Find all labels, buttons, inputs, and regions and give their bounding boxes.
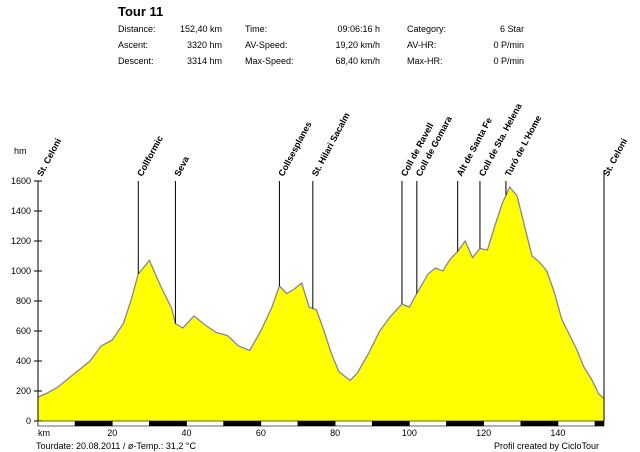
y-tick-label: 1600 [11,176,31,186]
tour-date-temperature: Tourdate: 20.08.2011 / ø-Temp.: 31,2 °C [36,441,197,451]
x-axis-bar-segment [371,420,410,427]
x-tick-label: 100 [402,428,417,438]
elevation-line [37,185,605,399]
stat-label-max-speed: Max-Speed: [245,56,294,66]
stat-label-time: Time: [245,24,268,34]
x-tick-label: 40 [182,428,192,438]
stat-label-av-hr: AV-HR: [407,40,437,50]
x-tick-label: 120 [476,428,491,438]
x-tick-label: 60 [256,428,266,438]
y-tick-label: 0 [26,416,31,426]
x-axis-label: km [38,428,50,438]
y-tick-label: 800 [16,296,31,306]
waypoint-label-seva: Seva [172,154,191,178]
stat-label-max-hr: Max-HR: [407,56,443,66]
waypoint-label-st-hilari-sacalm: St. Hilari Sacalm [310,111,352,178]
stat-value-distance: 152,40 km [179,24,222,34]
waypoint-label-st-celoni: St. Celoni [35,137,63,178]
elevation-area [38,187,604,421]
x-axis-bar-segment [297,420,336,427]
waypoint-label-collformic: Collformic [135,134,165,178]
x-axis-bar-segment [594,420,605,427]
stat-value-time: 09:06:16 h [337,24,380,34]
y-tick-label: 400 [16,356,31,366]
x-axis-bar-segment [149,420,187,427]
waypoint-label-collsesplanes: Collsesplanes [276,120,313,178]
stat-value-max-hr: 0 P/min [493,56,524,66]
y-tick-label: 600 [16,326,31,336]
stat-value-av-speed: 19,20 km/h [335,40,380,50]
x-tick-label: 80 [330,428,340,438]
stat-label-av-speed: AV-Speed: [245,40,288,50]
x-tick-label: 20 [107,428,117,438]
profile-credit: Profil created by CicloTour [494,441,600,451]
stat-value-ascent: 3320 hm [186,40,222,50]
x-axis-bar-segment [186,420,224,427]
x-axis-bar-segment [409,420,447,427]
x-axis-bar-segment [520,420,559,427]
y-tick-label: 1400 [11,206,31,216]
x-axis-bar-segment [483,420,522,427]
stat-value-descent: 3314 hm [186,56,222,66]
y-axis-label: hm [14,146,27,156]
stat-value-av-hr: 0 P/min [493,40,524,50]
x-axis-bar-segment [446,420,484,427]
tour-title: Tour 11 [118,4,164,19]
y-tick-label: 1200 [11,236,31,246]
stat-label-distance: Distance: [118,24,156,34]
x-axis-bar-segment [111,420,150,427]
stat-value-max-speed: 68,40 km/h [335,56,380,66]
x-axis-bar-segment [334,420,373,427]
stat-value-category: 6 Star [499,24,524,34]
x-axis-bar-segment [74,420,113,427]
stat-label-descent: Descent: [118,56,154,66]
y-tick-label: 200 [16,386,31,396]
x-axis-bar-segment [557,420,596,427]
x-axis-bar-segment [37,420,76,427]
waypoint-label-st-celoni: St. Celoni [601,137,629,178]
y-tick-label: 1000 [11,266,31,276]
x-axis-bar-segment [260,420,299,427]
stat-label-ascent: Ascent: [118,40,149,50]
stat-label-category: Category: [407,24,447,34]
x-axis-bar-segment [223,420,262,427]
x-tick-label: 140 [550,428,565,438]
